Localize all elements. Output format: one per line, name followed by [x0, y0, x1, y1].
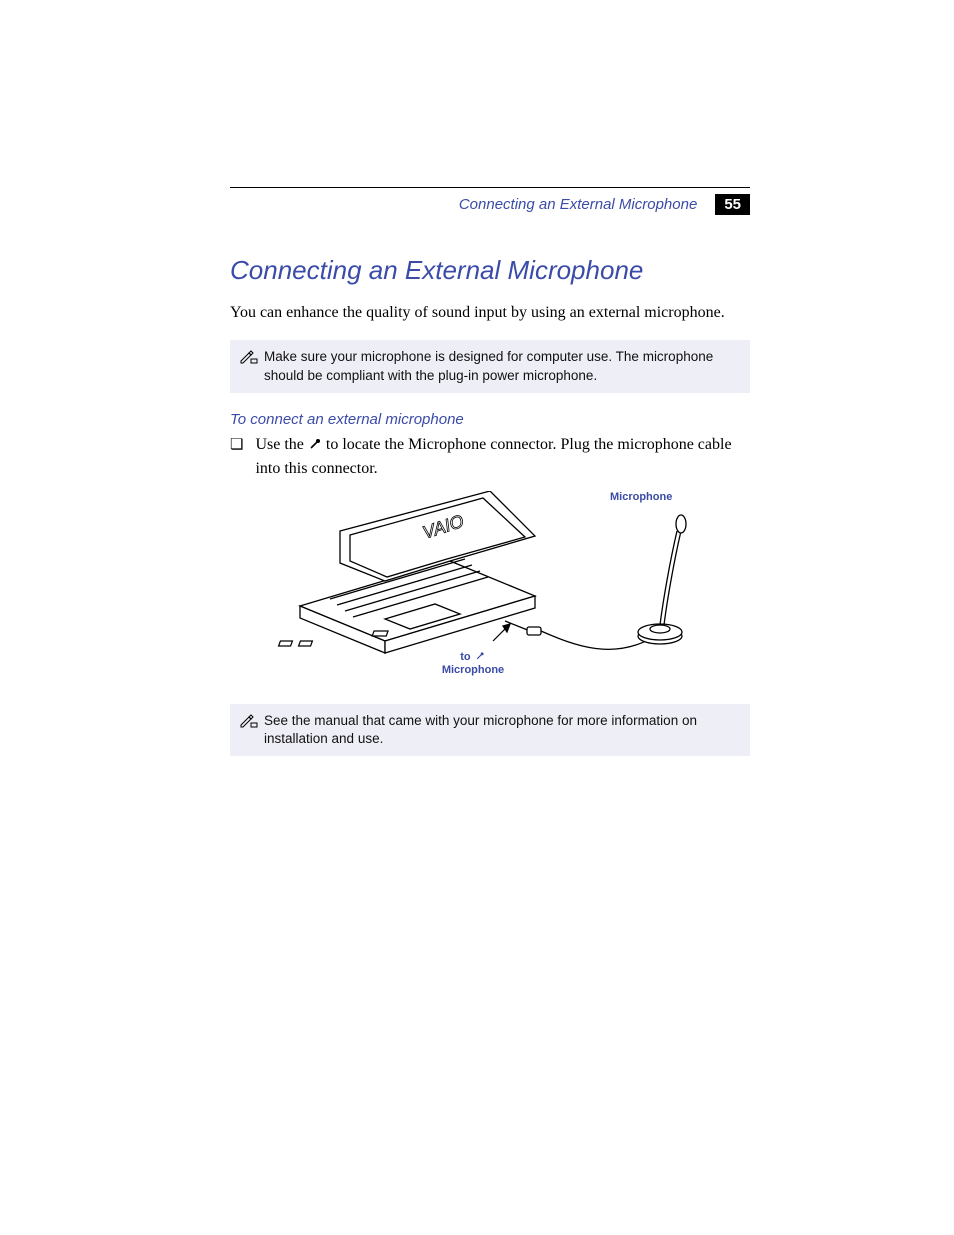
- pencil-note-icon: [240, 714, 258, 733]
- note-box-2: See the manual that came with your micro…: [230, 704, 750, 756]
- step-text-post: to locate the Microphone connector. Plug…: [255, 436, 731, 477]
- step-text: Use the to locate the Microphone connect…: [255, 434, 750, 481]
- running-title: Connecting an External Microphone: [459, 196, 697, 213]
- note-text-1: Make sure your microphone is designed fo…: [264, 348, 740, 384]
- intro-paragraph: You can enhance the quality of sound inp…: [230, 302, 750, 324]
- page-header: Connecting an External Microphone 55: [230, 194, 750, 215]
- pencil-note-icon: [240, 350, 258, 369]
- figure-svg: VAIO: [275, 491, 705, 676]
- bullet-icon: ❏: [230, 435, 243, 456]
- figure-label-line1: to: [460, 651, 470, 663]
- figure-label-to-microphone: to Microphone: [438, 651, 508, 677]
- microphone-symbol-icon: [308, 436, 322, 458]
- figure-label-line2: Microphone: [442, 664, 504, 676]
- connection-figure: VAIO: [275, 491, 705, 676]
- procedure-subhead: To connect an external microphone: [230, 411, 750, 428]
- microphone-symbol-icon-small: [474, 651, 486, 661]
- step-text-pre: Use the: [255, 436, 307, 453]
- procedure-step: ❏ Use the to locate the Microphone conne…: [230, 434, 750, 481]
- page-number: 55: [715, 194, 750, 215]
- figure-label-microphone: Microphone: [610, 491, 672, 504]
- page-content: Connecting an External Microphone 55 Con…: [230, 187, 750, 774]
- note-box-1: Make sure your microphone is designed fo…: [230, 340, 750, 392]
- section-heading: Connecting an External Microphone: [230, 255, 750, 286]
- header-rule: [230, 187, 750, 188]
- note-text-2: See the manual that came with your micro…: [264, 712, 740, 748]
